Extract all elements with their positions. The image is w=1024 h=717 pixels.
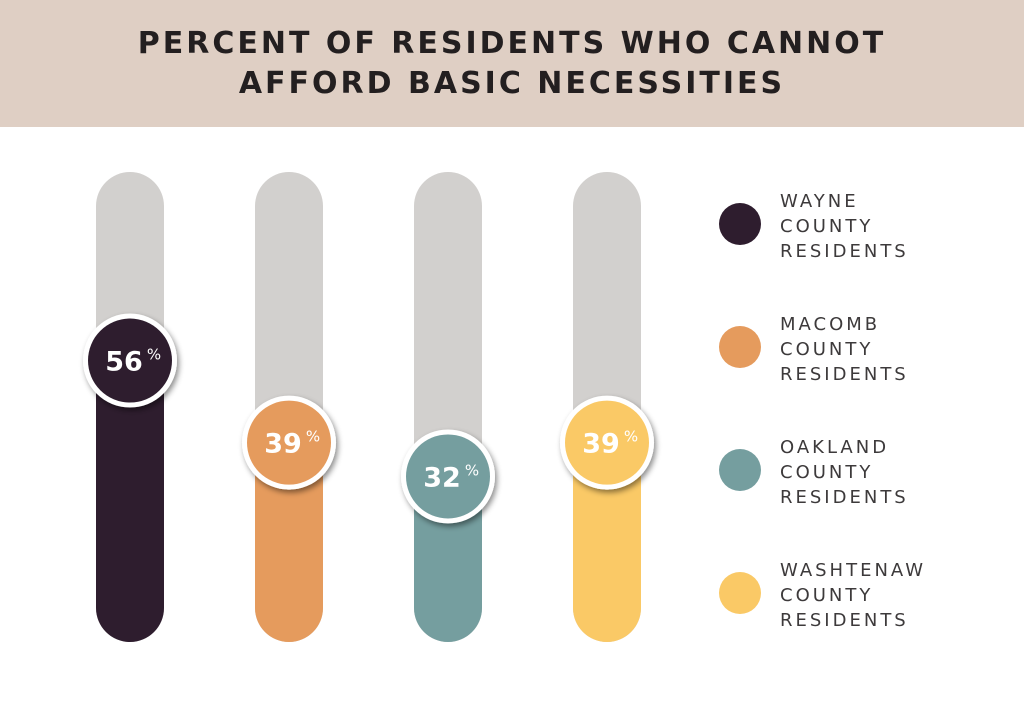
bar <box>573 442 641 642</box>
legend-label-line: COUNTY <box>780 585 874 606</box>
value-bubble <box>88 318 172 403</box>
data-label-unit: % <box>306 428 320 446</box>
legend-label-line: MACOMB <box>780 314 881 335</box>
legend-label-line: RESIDENTS <box>780 241 909 262</box>
data-label-unit: % <box>624 428 638 446</box>
header-banner <box>0 0 1024 127</box>
legend-label-line: RESIDENTS <box>780 610 909 631</box>
legend-label-line: RESIDENTS <box>780 364 909 385</box>
data-label: 39 <box>582 429 620 460</box>
data-label: 39 <box>264 429 302 460</box>
legend-item-washtenaw: WASHTENAW COUNTY RESIDENTS <box>717 554 1017 677</box>
data-label-unit: % <box>147 346 161 364</box>
legend-label-line: COUNTY <box>780 462 874 483</box>
legend-item-oakland: OAKLAND COUNTY RESIDENTS <box>717 431 1017 554</box>
legend-swatch-oakland <box>719 449 761 491</box>
legend-swatch-macomb <box>719 326 761 368</box>
legend-label-line: OAKLAND <box>780 437 890 458</box>
legend-label-line: WASHTENAW <box>780 560 927 581</box>
value-bubble <box>406 434 490 519</box>
chart-title: PERCENT OF RESIDENTS WHO CANNOT AFFORD B… <box>0 24 1024 104</box>
legend-label-macomb: MACOMB COUNTY RESIDENTS <box>780 312 909 387</box>
legend-swatch-wayne <box>719 203 761 245</box>
chart-title-line-1: PERCENT OF RESIDENTS WHO CANNOT <box>137 26 887 61</box>
chart-title-line-2: AFFORD BASIC NECESSITIES <box>238 66 786 101</box>
legend-swatch-washtenaw <box>719 572 761 614</box>
legend-label-washtenaw: WASHTENAW COUNTY RESIDENTS <box>780 558 926 633</box>
legend-label-oakland: OAKLAND COUNTY RESIDENTS <box>780 435 909 510</box>
legend-item-macomb: MACOMB COUNTY RESIDENTS <box>717 308 1017 431</box>
value-bubble <box>247 400 331 485</box>
legend-label-line: RESIDENTS <box>780 487 909 508</box>
data-label: 32 <box>423 462 461 493</box>
legend-label-line: COUNTY <box>780 216 874 237</box>
bar <box>96 360 164 642</box>
bar <box>255 442 323 642</box>
legend: WAYNE COUNTY RESIDENTS MACOMB COUNTY RES… <box>717 185 1017 677</box>
legend-item-wayne: WAYNE COUNTY RESIDENTS <box>717 185 1017 308</box>
data-label-unit: % <box>465 461 479 479</box>
legend-label-wayne: WAYNE COUNTY RESIDENTS <box>780 189 909 264</box>
value-bubble <box>565 400 649 485</box>
data-label: 56 <box>105 347 143 378</box>
legend-label-line: COUNTY <box>780 339 874 360</box>
legend-label-line: WAYNE <box>780 191 859 212</box>
